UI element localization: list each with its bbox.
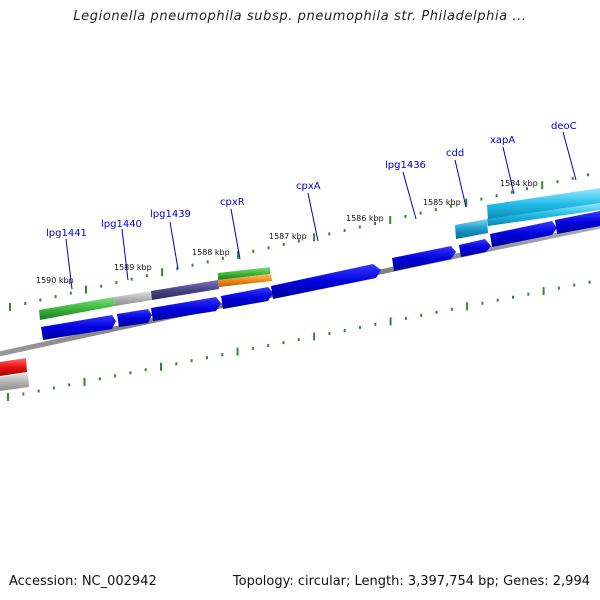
gene-label-lpg1436[interactable]: lpg1436: [385, 160, 426, 171]
ruler-labels: 1590 kbp 1589 kbp 1588 kbp 1587 kbp 1586…: [36, 179, 538, 285]
feature-lpg1441[interactable]: [39, 297, 115, 320]
cds-arrow-xapA[interactable]: [490, 221, 557, 247]
cds-arrow-lpg1436[interactable]: [392, 246, 456, 271]
feature-red[interactable]: [0, 358, 27, 376]
outer-ruler: [9, 173, 589, 311]
gene-label-cpxR[interactable]: cpxR: [220, 197, 245, 208]
gene-labels: lpg1441 lpg1440 lpg1439 cpxR cpxA lpg143…: [46, 121, 577, 290]
feature-lpg1440[interactable]: [114, 291, 152, 306]
ruler-label-1586: 1586 kbp: [346, 214, 384, 223]
ruler-label-1590: 1590 kbp: [36, 276, 74, 285]
feature-xapA-lower[interactable]: [487, 203, 600, 226]
gene-label-xapA[interactable]: xapA: [490, 135, 515, 146]
gene-label-deoC[interactable]: deoC: [551, 121, 577, 132]
inner-ruler: [7, 280, 591, 401]
cds-arrow-lpg1441[interactable]: [41, 315, 116, 340]
gene-label-lpg1441[interactable]: lpg1441: [46, 228, 87, 239]
cds-track: [41, 211, 600, 340]
gene-label-cpxA[interactable]: cpxA: [296, 181, 321, 192]
map-title: Legionella pneumophila subsp. pneumophil…: [73, 9, 527, 24]
ruler-label-1588: 1588 kbp: [192, 248, 230, 257]
cds-arrow-cdd[interactable]: [459, 239, 491, 257]
feature-cdd[interactable]: [455, 219, 488, 239]
gene-label-lpg1439[interactable]: lpg1439: [150, 209, 191, 220]
accession-text: Accession: NC_002942: [9, 574, 157, 589]
cds-arrow-lpg1440[interactable]: [117, 309, 152, 327]
cds-arrow-deoC[interactable]: [555, 211, 600, 234]
cds-arrow-cpxR[interactable]: [221, 287, 273, 309]
cds-arrow-lpg1439[interactable]: [151, 297, 221, 321]
feature-track: [39, 188, 600, 320]
cds-arrow-cpxA[interactable]: [271, 264, 381, 299]
gene-label-cdd[interactable]: cdd: [446, 148, 464, 159]
ruler-label-1589: 1589 kbp: [114, 263, 152, 272]
feature-xapA-deoC[interactable]: [487, 188, 600, 220]
feature-cpxR-green[interactable]: [218, 267, 270, 280]
feature-lpg1439[interactable]: [151, 280, 219, 300]
feature-grey-left[interactable]: [0, 373, 29, 391]
topology-text: Topology: circular; Length: 3,397,754 bp…: [232, 574, 590, 589]
ruler-label-1584: 1584 kbp: [500, 179, 538, 188]
ruler-label-1587: 1587 kbp: [269, 232, 307, 241]
ruler-label-1585: 1585 kbp: [423, 198, 461, 207]
feature-cpxR-orange[interactable]: [218, 274, 272, 287]
gene-label-lpg1440[interactable]: lpg1440: [101, 219, 142, 230]
